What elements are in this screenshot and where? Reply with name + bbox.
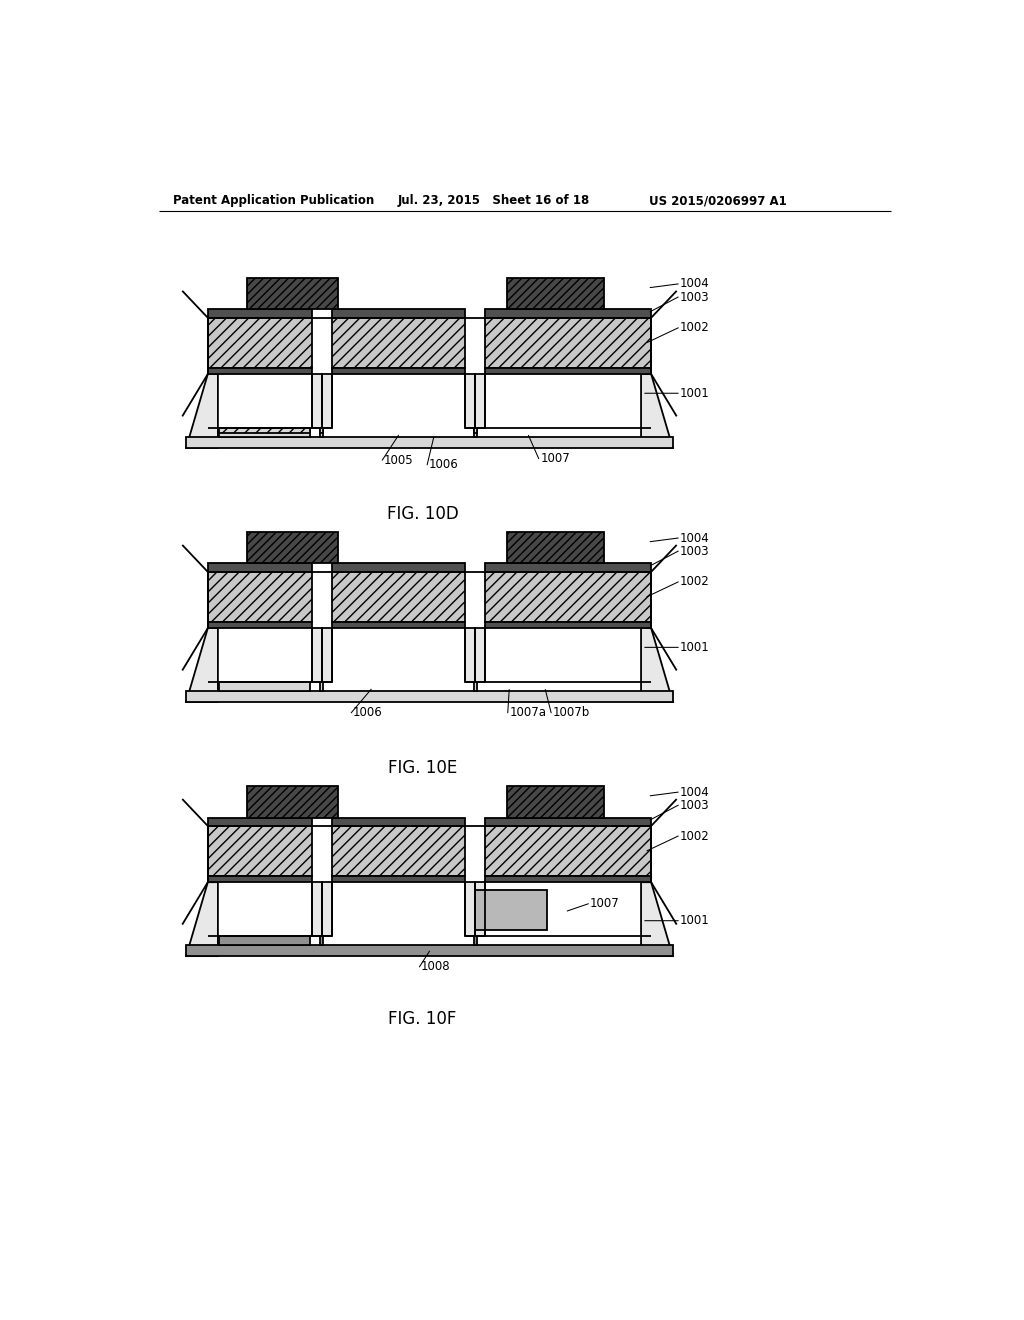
Bar — [219, 428, 310, 433]
Bar — [465, 628, 475, 682]
Polygon shape — [186, 628, 218, 702]
Text: 1003: 1003 — [680, 545, 710, 557]
Bar — [311, 374, 322, 428]
Bar — [485, 368, 651, 374]
Text: Jul. 23, 2015   Sheet 16 of 18: Jul. 23, 2015 Sheet 16 of 18 — [397, 194, 590, 207]
Bar — [186, 945, 673, 956]
Bar — [208, 876, 311, 882]
Bar — [332, 309, 465, 318]
Bar — [475, 374, 485, 428]
Bar — [485, 564, 651, 572]
Polygon shape — [641, 374, 673, 447]
Bar — [332, 876, 465, 882]
Bar — [485, 622, 651, 628]
Text: 1005: 1005 — [384, 454, 414, 467]
Bar — [247, 277, 338, 309]
Bar — [475, 882, 485, 936]
Bar — [475, 628, 485, 682]
Bar — [332, 622, 465, 628]
Bar — [321, 682, 324, 692]
Text: 1006: 1006 — [429, 458, 459, 471]
Bar — [465, 374, 475, 428]
Bar — [208, 368, 311, 374]
Text: 1001: 1001 — [680, 915, 710, 927]
Bar — [311, 882, 322, 936]
Bar — [507, 785, 604, 817]
Bar — [322, 628, 332, 682]
Bar — [332, 318, 465, 368]
Bar — [507, 532, 604, 564]
Bar — [332, 564, 465, 572]
Text: 1003: 1003 — [680, 799, 710, 812]
Bar — [186, 692, 673, 702]
Bar — [507, 277, 604, 309]
Text: 1006: 1006 — [352, 706, 383, 719]
Bar — [186, 437, 673, 447]
Text: 1001: 1001 — [680, 387, 710, 400]
Bar — [485, 572, 651, 622]
Bar — [485, 309, 651, 318]
Bar — [474, 428, 477, 437]
Text: 1003: 1003 — [680, 290, 710, 304]
Bar — [332, 572, 465, 622]
Polygon shape — [186, 374, 218, 447]
Bar — [247, 785, 338, 817]
Text: FIG. 10D: FIG. 10D — [387, 506, 459, 523]
Text: 1007: 1007 — [590, 898, 620, 911]
Bar — [321, 936, 324, 945]
Bar — [219, 682, 310, 692]
Text: 1007b: 1007b — [553, 706, 590, 719]
Bar — [208, 564, 311, 572]
Bar — [208, 826, 311, 876]
Bar — [208, 817, 311, 826]
Bar — [485, 876, 651, 882]
Bar — [311, 628, 322, 682]
Bar — [322, 882, 332, 936]
Text: 1002: 1002 — [680, 576, 710, 589]
Bar — [465, 882, 475, 936]
Text: 1004: 1004 — [680, 785, 710, 799]
Bar — [332, 817, 465, 826]
Bar — [485, 318, 651, 368]
Text: 1008: 1008 — [421, 961, 451, 973]
Text: 1007a: 1007a — [509, 706, 546, 719]
Text: FIG. 10F: FIG. 10F — [388, 1010, 457, 1028]
Text: FIG. 10E: FIG. 10E — [388, 759, 457, 777]
Bar — [474, 682, 477, 692]
Text: US 2015/0206997 A1: US 2015/0206997 A1 — [649, 194, 786, 207]
Text: 1004: 1004 — [680, 277, 710, 290]
Bar — [208, 309, 311, 318]
Bar — [485, 826, 651, 876]
Text: 1007: 1007 — [541, 453, 570, 465]
Bar — [485, 817, 651, 826]
Polygon shape — [641, 882, 673, 956]
Text: 1004: 1004 — [680, 532, 710, 545]
Bar — [208, 572, 311, 622]
Text: 1001: 1001 — [680, 640, 710, 653]
Text: Patent Application Publication: Patent Application Publication — [173, 194, 374, 207]
Bar — [321, 428, 324, 433]
Text: 1002: 1002 — [680, 829, 710, 842]
Bar — [322, 374, 332, 428]
Bar — [332, 368, 465, 374]
Bar — [321, 428, 324, 437]
Bar — [219, 936, 310, 945]
Bar — [474, 428, 477, 433]
Bar — [475, 890, 547, 929]
Polygon shape — [186, 882, 218, 956]
Text: 1002: 1002 — [680, 321, 710, 334]
Bar — [474, 936, 477, 945]
Bar — [208, 318, 311, 368]
Bar — [208, 622, 311, 628]
Polygon shape — [641, 628, 673, 702]
Bar — [247, 532, 338, 564]
Bar — [332, 826, 465, 876]
Bar — [219, 428, 310, 437]
